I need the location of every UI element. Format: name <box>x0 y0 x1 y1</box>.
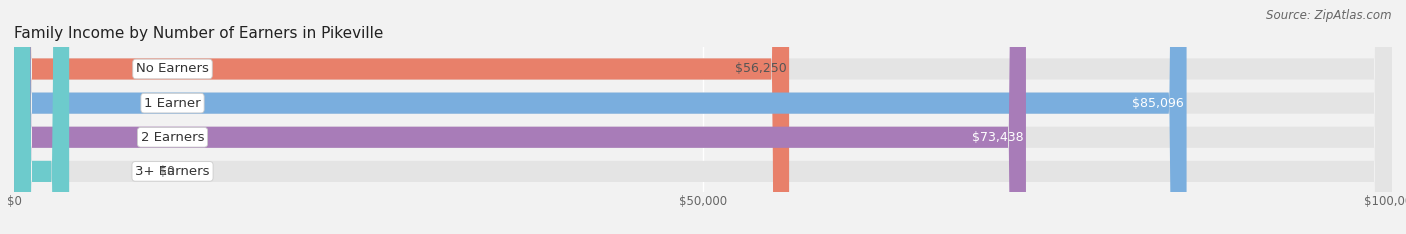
Bar <box>14 161 1392 182</box>
Text: 3+ Earners: 3+ Earners <box>135 165 209 178</box>
Text: $73,438: $73,438 <box>972 131 1024 144</box>
FancyBboxPatch shape <box>14 0 1187 234</box>
FancyBboxPatch shape <box>14 0 1392 234</box>
FancyBboxPatch shape <box>14 0 1392 234</box>
Text: Family Income by Number of Earners in Pikeville: Family Income by Number of Earners in Pi… <box>14 26 384 41</box>
FancyBboxPatch shape <box>14 0 789 234</box>
FancyBboxPatch shape <box>14 0 1026 234</box>
Bar <box>14 127 1392 148</box>
Text: $0: $0 <box>159 165 174 178</box>
FancyBboxPatch shape <box>14 0 1392 234</box>
Text: Source: ZipAtlas.com: Source: ZipAtlas.com <box>1267 9 1392 22</box>
Text: 2 Earners: 2 Earners <box>141 131 204 144</box>
Text: No Earners: No Earners <box>136 62 209 76</box>
Text: $56,250: $56,250 <box>734 62 786 76</box>
FancyBboxPatch shape <box>14 0 69 234</box>
Bar <box>14 92 1392 114</box>
Text: 1 Earner: 1 Earner <box>145 97 201 110</box>
FancyBboxPatch shape <box>14 0 1392 234</box>
Bar <box>14 58 1392 80</box>
Text: $85,096: $85,096 <box>1132 97 1184 110</box>
